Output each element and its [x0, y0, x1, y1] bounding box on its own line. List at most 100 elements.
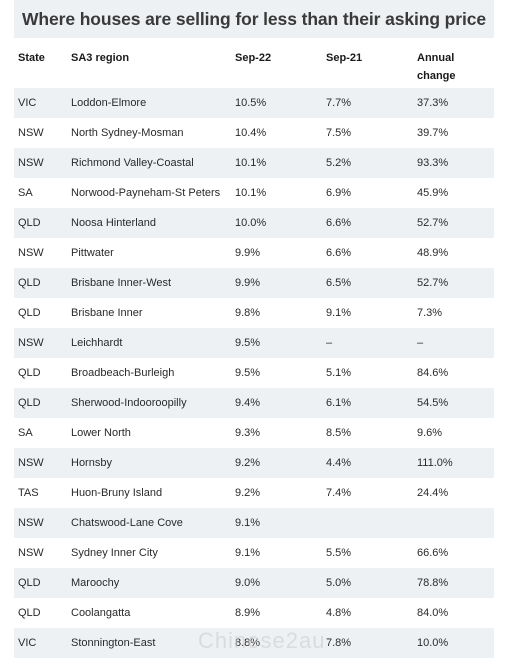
cell-state: NSW [14, 448, 67, 478]
cell-annual-change: 37.3% [413, 88, 494, 118]
cell-state: QLD [14, 208, 67, 238]
cell-state: NSW [14, 538, 67, 568]
cell-region: Pittwater [67, 238, 231, 268]
cell-state: VIC [14, 88, 67, 118]
cell-sep22: 8.9% [231, 598, 322, 628]
cell-annual-change: 9.6% [413, 418, 494, 448]
cell-sep21: 5.0% [322, 568, 413, 598]
cell-sep22: 9.5% [231, 328, 322, 358]
cell-annual-change: 10.0% [413, 628, 494, 658]
table-row: QLD Maroochy 9.0% 5.0% 78.8% [14, 568, 494, 598]
table-row: VIC Stonnington-East 8.8% 7.8% 10.0% [14, 628, 494, 658]
table-row: QLD Noosa Hinterland 10.0% 6.6% 52.7% [14, 208, 494, 238]
cell-sep22: 9.1% [231, 538, 322, 568]
cell-sep21: 6.1% [322, 388, 413, 418]
cell-sep21: 7.7% [322, 88, 413, 118]
cell-annual-change: 39.7% [413, 118, 494, 148]
table-row: QLD Brisbane Inner-West 9.9% 6.5% 52.7% [14, 268, 494, 298]
cell-sep22: 10.1% [231, 148, 322, 178]
cell-sep21: 7.5% [322, 118, 413, 148]
header-region: SA3 region [71, 52, 130, 64]
cell-state: QLD [14, 568, 67, 598]
table-row: QLD Coolangatta 8.9% 4.8% 84.0% [14, 598, 494, 628]
cell-state: NSW [14, 328, 67, 358]
cell-state: QLD [14, 388, 67, 418]
cell-sep22: 9.9% [231, 268, 322, 298]
table-header-row: State SA3 region Sep-22 Sep-21 Annual ch… [14, 40, 494, 88]
cell-state: NSW [14, 238, 67, 268]
table-row: NSW Pittwater 9.9% 6.6% 48.9% [14, 238, 494, 268]
cell-region: Chatswood-Lane Cove [67, 508, 231, 538]
header-annual-change: Annual change [417, 52, 456, 82]
cell-state: QLD [14, 298, 67, 328]
price-table: State SA3 region Sep-22 Sep-21 Annual ch… [14, 40, 494, 658]
cell-sep22: 10.5% [231, 88, 322, 118]
cell-sep22: 9.1% [231, 508, 322, 538]
cell-sep22: 9.2% [231, 478, 322, 508]
cell-annual-change: 52.7% [413, 208, 494, 238]
table-row: TAS Huon-Bruny Island 9.2% 7.4% 24.4% [14, 478, 494, 508]
table-row: QLD Broadbeach-Burleigh 9.5% 5.1% 84.6% [14, 358, 494, 388]
cell-annual-change: 111.0% [413, 448, 494, 478]
cell-sep21: 4.4% [322, 448, 413, 478]
cell-region: Norwood-Payneham-St Peters [67, 178, 231, 208]
table-row: QLD Sherwood-Indooroopilly 9.4% 6.1% 54.5% [14, 388, 494, 418]
cell-annual-change: 48.9% [413, 238, 494, 268]
cell-annual-change: 84.0% [413, 598, 494, 628]
cell-region: Brisbane Inner [67, 298, 231, 328]
cell-annual-change: 78.8% [413, 568, 494, 598]
cell-region: Sydney Inner City [67, 538, 231, 568]
cell-state: NSW [14, 148, 67, 178]
cell-region: North Sydney-Mosman [67, 118, 231, 148]
cell-region: Richmond Valley-Coastal [67, 148, 231, 178]
cell-annual-change: 93.3% [413, 148, 494, 178]
cell-sep22: 9.4% [231, 388, 322, 418]
cell-sep21: – [322, 328, 413, 358]
table-row: VIC Loddon-Elmore 10.5% 7.7% 37.3% [14, 88, 494, 118]
cell-state: SA [14, 418, 67, 448]
cell-sep21: 6.5% [322, 268, 413, 298]
cell-state: VIC [14, 628, 67, 658]
cell-region: Loddon-Elmore [67, 88, 231, 118]
cell-annual-change: 52.7% [413, 268, 494, 298]
cell-region: Lower North [67, 418, 231, 448]
cell-sep22: 9.9% [231, 238, 322, 268]
cell-state: NSW [14, 118, 67, 148]
cell-sep21: 5.5% [322, 538, 413, 568]
cell-region: Maroochy [67, 568, 231, 598]
title-bar: Where houses are selling for less than t… [14, 0, 494, 38]
table-row: SA Norwood-Payneham-St Peters 10.1% 6.9% 45.… [14, 178, 494, 208]
cell-sep22: 9.8% [231, 298, 322, 328]
table-row: SA Lower North 9.3% 8.5% 9.6% [14, 418, 494, 448]
cell-sep22: 9.3% [231, 418, 322, 448]
header-state: State [18, 52, 45, 64]
cell-region: Stonnington-East [67, 628, 231, 658]
cell-region: Hornsby [67, 448, 231, 478]
table-row: NSW Hornsby 9.2% 4.4% 111.0% [14, 448, 494, 478]
cell-sep21: 6.6% [322, 208, 413, 238]
cell-sep21: 7.8% [322, 628, 413, 658]
cell-annual-change: 54.5% [413, 388, 494, 418]
cell-state: QLD [14, 268, 67, 298]
cell-annual-change: 66.6% [413, 538, 494, 568]
cell-sep21: 8.5% [322, 418, 413, 448]
table-row: NSW Chatswood-Lane Cove 9.1% [14, 508, 494, 538]
table-row: QLD Brisbane Inner 9.8% 9.1% 7.3% [14, 298, 494, 328]
cell-sep22: 8.8% [231, 628, 322, 658]
cell-sep21: 9.1% [322, 298, 413, 328]
cell-state: NSW [14, 508, 67, 538]
cell-sep21: 4.8% [322, 598, 413, 628]
cell-region: Broadbeach-Burleigh [67, 358, 231, 388]
cell-state: SA [14, 178, 67, 208]
cell-state: QLD [14, 358, 67, 388]
cell-annual-change: 24.4% [413, 478, 494, 508]
cell-sep22: 10.1% [231, 178, 322, 208]
cell-sep21: 7.4% [322, 478, 413, 508]
table-row: NSW Sydney Inner City 9.1% 5.5% 66.6% [14, 538, 494, 568]
cell-sep22: 10.4% [231, 118, 322, 148]
cell-annual-change [413, 508, 494, 538]
cell-region: Huon-Bruny Island [67, 478, 231, 508]
page-title: Where houses are selling for less than t… [21, 8, 487, 29]
cell-region: Noosa Hinterland [67, 208, 231, 238]
cell-sep22: 9.0% [231, 568, 322, 598]
